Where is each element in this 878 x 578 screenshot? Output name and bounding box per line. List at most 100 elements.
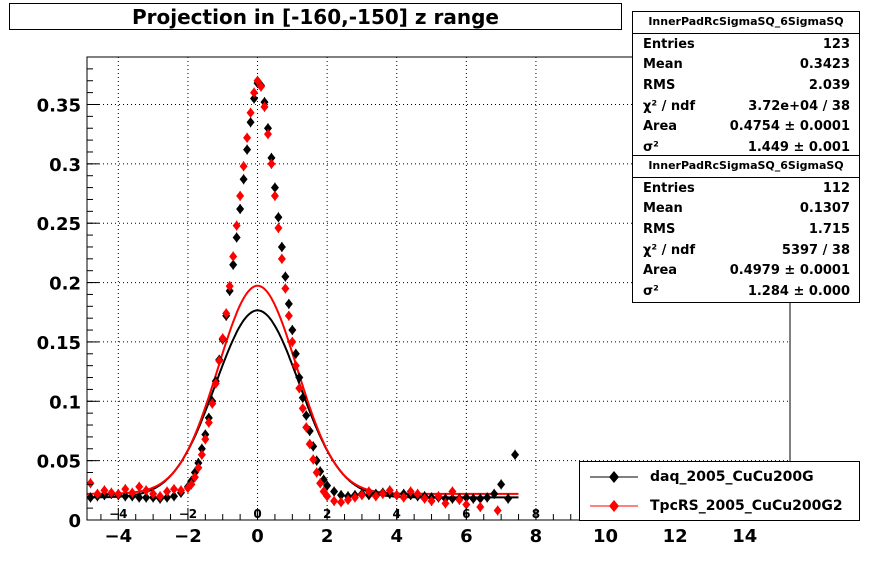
data-point-TpcRS_2005_CuCu200G2 (236, 190, 245, 201)
stats-row-rms: RMS 1.715 (643, 221, 850, 237)
data-point-daq_2005_CuCu200G (295, 372, 304, 383)
data-point-TpcRS_2005_CuCu200G2 (194, 462, 203, 473)
data-point-TpcRS_2005_CuCu200G2 (344, 494, 353, 505)
stats-row-chi2: χ² / ndf 3.72e+04 / 38 (643, 98, 850, 114)
data-point-daq_2005_CuCu200G (497, 479, 506, 490)
fit-curves (87, 284, 519, 499)
data-point-TpcRS_2005_CuCu200G2 (302, 422, 311, 433)
data-point-daq_2005_CuCu200G (163, 492, 172, 503)
data-point-daq_2005_CuCu200G (135, 492, 144, 503)
data-point-TpcRS_2005_CuCu200G2 (371, 491, 380, 502)
data-point-daq_2005_CuCu200G (263, 123, 272, 134)
y-tick-label: 0.05 (37, 452, 81, 473)
y-tick-label: 0.1 (49, 392, 81, 413)
data-point-TpcRS_2005_CuCu200G2 (427, 496, 436, 507)
x-tick-label: 12 (663, 526, 688, 547)
data-point-daq_2005_CuCu200G (330, 486, 339, 497)
y-tick-label: 0.2 (49, 274, 81, 295)
legend-marker-daq (590, 471, 638, 483)
data-point-daq_2005_CuCu200G (246, 117, 255, 128)
data-point-daq_2005_CuCu200G (337, 490, 346, 501)
data-point-TpcRS_2005_CuCu200G2 (142, 485, 151, 496)
data-point-TpcRS_2005_CuCu200G2 (246, 107, 255, 118)
stats-box-title: InnerPadRcSigmaSQ_6SigmaSQ (633, 156, 859, 178)
data-point-TpcRS_2005_CuCu200G2 (156, 491, 165, 502)
data-point-TpcRS_2005_CuCu200G2 (316, 478, 325, 489)
data-point-daq_2005_CuCu200G (284, 298, 293, 309)
data-point-daq_2005_CuCu200G (239, 174, 248, 185)
data-point-daq_2005_CuCu200G (323, 480, 332, 491)
data-point-TpcRS_2005_CuCu200G2 (93, 488, 102, 499)
fit-curve-TpcRS_2005_CuCu200G2 (87, 284, 519, 495)
data-point-TpcRS_2005_CuCu200G2 (406, 486, 415, 497)
legend-entry-tpcrs: TpcRS_2005_CuCu200G2 (580, 493, 859, 519)
data-point-TpcRS_2005_CuCu200G2 (229, 251, 238, 262)
data-point-TpcRS_2005_CuCu200G2 (201, 434, 210, 445)
data-point-daq_2005_CuCu200G (298, 392, 307, 403)
data-point-daq_2005_CuCu200G (476, 493, 485, 504)
x-tick-label: −4 (105, 526, 133, 547)
data-point-TpcRS_2005_CuCu200G2 (476, 501, 485, 512)
axes: 0 0.05 0.1 0.15 0.2 0.25 0.3 0.35 −4 −2 0 2 4 6 8 10 12 1… (37, 56, 791, 547)
stats-row-entries: Entries 112 (643, 180, 850, 196)
data-point-TpcRS_2005_CuCu200G2 (448, 486, 457, 497)
data-point-TpcRS_2005_CuCu200G2 (243, 132, 252, 143)
data-point-TpcRS_2005_CuCu200G2 (462, 499, 471, 510)
data-point-daq_2005_CuCu200G (250, 93, 259, 104)
data-point-TpcRS_2005_CuCu200G2 (176, 485, 185, 496)
data-point-TpcRS_2005_CuCu200G2 (392, 490, 401, 501)
x-tick-label: 6 (460, 526, 473, 547)
x-tick-label-inner: −4 (109, 507, 127, 521)
data-point-TpcRS_2005_CuCu200G2 (114, 488, 123, 499)
chart-title: Projection in [-160,-150] z range (9, 3, 622, 30)
data-point-TpcRS_2005_CuCu200G2 (197, 449, 206, 460)
data-point-TpcRS_2005_CuCu200G2 (295, 383, 304, 394)
stats-row-area: Area 0.4754 ± 0.0001 (643, 119, 850, 135)
data-point-TpcRS_2005_CuCu200G2 (163, 486, 172, 497)
data-point-daq_2005_CuCu200G (86, 492, 95, 503)
data-point-TpcRS_2005_CuCu200G2 (441, 498, 450, 509)
data-point-daq_2005_CuCu200G (232, 232, 241, 243)
data-point-TpcRS_2005_CuCu200G2 (170, 484, 179, 495)
data-point-TpcRS_2005_CuCu200G2 (215, 355, 224, 366)
data-point-TpcRS_2005_CuCu200G2 (86, 478, 95, 489)
data-point-TpcRS_2005_CuCu200G2 (337, 497, 346, 508)
data-point-TpcRS_2005_CuCu200G2 (211, 378, 220, 389)
data-point-TpcRS_2005_CuCu200G2 (204, 417, 213, 428)
data-point-TpcRS_2005_CuCu200G2 (250, 87, 259, 98)
data-point-TpcRS_2005_CuCu200G2 (222, 308, 231, 319)
data-point-TpcRS_2005_CuCu200G2 (100, 485, 109, 496)
data-point-TpcRS_2005_CuCu200G2 (218, 333, 227, 344)
data-point-TpcRS_2005_CuCu200G2 (399, 492, 408, 503)
data-point-daq_2005_CuCu200G (288, 325, 297, 336)
legend-entry-daq: daq_2005_CuCu200G (580, 464, 859, 490)
data-point-TpcRS_2005_CuCu200G2 (357, 490, 366, 501)
data-point-daq_2005_CuCu200G (170, 491, 179, 502)
data-point-TpcRS_2005_CuCu200G2 (232, 220, 241, 231)
stats-box-title: InnerPadRcSigmaSQ_6SigmaSQ (633, 12, 859, 34)
data-point-TpcRS_2005_CuCu200G2 (225, 281, 234, 292)
stats-row-sigma2: σ² 1.449 ± 0.001 (643, 139, 850, 155)
data-point-daq_2005_CuCu200G (142, 492, 151, 503)
data-point-TpcRS_2005_CuCu200G2 (253, 75, 262, 86)
data-point-daq_2005_CuCu200G (291, 348, 300, 359)
x-tick-label: 14 (732, 526, 757, 547)
x-tick-label: 4 (390, 526, 403, 547)
x-tick-label: 0 (251, 526, 264, 547)
data-point-TpcRS_2005_CuCu200G2 (263, 129, 272, 140)
data-point-TpcRS_2005_CuCu200G2 (260, 101, 269, 112)
data-point-TpcRS_2005_CuCu200G2 (420, 493, 429, 504)
x-tick-label-inner: 2 (323, 507, 331, 521)
data-point-TpcRS_2005_CuCu200G2 (149, 488, 158, 499)
legend: daq_2005_CuCu200G TpcRS_2005_CuCu200G2 (579, 461, 860, 521)
data-point-TpcRS_2005_CuCu200G2 (257, 81, 266, 92)
data-point-TpcRS_2005_CuCu200G2 (288, 336, 297, 347)
data-point-TpcRS_2005_CuCu200G2 (385, 485, 394, 496)
legend-label-tpcrs: TpcRS_2005_CuCu200G2 (650, 498, 843, 514)
data-point-TpcRS_2005_CuCu200G2 (378, 488, 387, 499)
data-point-TpcRS_2005_CuCu200G2 (274, 222, 283, 233)
data-point-daq_2005_CuCu200G (277, 241, 286, 252)
data-point-daq_2005_CuCu200G (197, 443, 206, 454)
data-point-daq_2005_CuCu200G (121, 491, 130, 502)
